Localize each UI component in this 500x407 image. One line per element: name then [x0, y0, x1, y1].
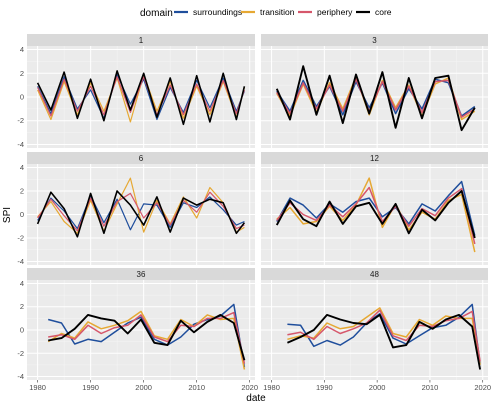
- facet-strip: [261, 152, 488, 164]
- facet-strip-label: 6: [139, 154, 144, 163]
- facet-panel-12: 12: [261, 152, 488, 265]
- facet-strip: [27, 152, 255, 164]
- x-tick-label: 2020: [474, 383, 491, 392]
- facet-strip: [27, 268, 255, 280]
- facet-strip-label: 48: [370, 270, 379, 279]
- series-line-transition: [47, 310, 246, 370]
- facet-panel-1: 1 -4 -2 0 2 4: [17, 34, 255, 149]
- facet-strip: [27, 34, 255, 46]
- series-line-periphery: [287, 309, 481, 362]
- facet-strip-label: 1: [139, 36, 144, 45]
- y-tick-label: 4: [20, 163, 24, 172]
- x-tick-label: 1980: [263, 383, 280, 392]
- facet-panel-3: 3: [261, 34, 488, 148]
- y-tick-label: -4: [17, 257, 24, 266]
- y-tick-label: 2: [20, 69, 24, 78]
- legend-label-periphery: periphery: [317, 7, 353, 17]
- series-line-transition: [37, 177, 245, 234]
- legend-label-transition: transition: [260, 7, 295, 17]
- facet-strip: [261, 268, 488, 280]
- x-tick-label: 1980: [29, 383, 46, 392]
- x-tick-label: 1990: [316, 383, 333, 392]
- series-line-core: [36, 70, 246, 126]
- facet-strip: [261, 34, 488, 46]
- y-tick-label: 0: [20, 326, 24, 335]
- series-line-surroundings: [37, 73, 245, 121]
- x-tick-label: 2000: [369, 383, 386, 392]
- y-tick-label: 0: [20, 210, 24, 219]
- legend: domain surroundings transition periphery…: [140, 7, 392, 19]
- y-tick-label: -2: [17, 116, 24, 125]
- facet-strip-label: 3: [372, 36, 377, 45]
- series-line-surroundings: [276, 180, 476, 236]
- series-line-periphery: [276, 186, 476, 245]
- series-line-surroundings: [287, 303, 481, 364]
- facet-panel-6: 6 -4 -2 0 2 4: [17, 152, 255, 266]
- x-axis-title: date: [246, 393, 266, 404]
- y-tick-label: 2: [20, 302, 24, 311]
- x-tick-label: 1990: [82, 383, 99, 392]
- x-tick-label: 2010: [188, 383, 205, 392]
- x-tick-label: 2000: [135, 383, 152, 392]
- x-tick-label: 2020: [241, 383, 258, 392]
- series-line-core: [48, 313, 246, 361]
- series-line-core: [275, 190, 476, 239]
- y-tick-label: -2: [17, 233, 24, 242]
- y-tick-label: 4: [20, 279, 24, 288]
- y-tick-label: -4: [17, 140, 24, 149]
- facet-strip-label: 12: [370, 154, 379, 163]
- y-axis-title: SPI: [2, 207, 13, 223]
- y-tick-label: 4: [20, 45, 24, 54]
- y-tick-label: 2: [20, 187, 24, 196]
- y-tick-label: -4: [17, 372, 24, 381]
- series-line-core: [36, 190, 246, 238]
- series-line-periphery: [276, 78, 476, 118]
- legend-label-surroundings: surroundings: [193, 7, 242, 17]
- legend-title: domain: [140, 8, 173, 19]
- facet-strip-label: 36: [137, 270, 146, 279]
- y-tick-label: 0: [20, 93, 24, 102]
- x-tick-label: 2010: [422, 383, 439, 392]
- series-line-core: [287, 313, 482, 370]
- facet-panel-36: 36 -4 -2 0 2 4 1980 1990 2000 2010 2020: [17, 268, 258, 392]
- facet-panel-48: 48 1980 1990 2000 2010 2020: [261, 268, 491, 392]
- legend-label-core: core: [375, 7, 392, 17]
- y-tick-label: -2: [17, 349, 24, 358]
- series-line-core: [275, 65, 476, 132]
